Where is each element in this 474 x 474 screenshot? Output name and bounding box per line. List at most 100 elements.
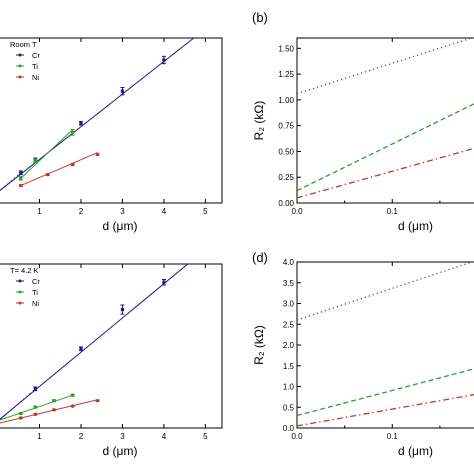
x-tick-label: 0.0 [291, 207, 303, 216]
legend-label-cr: Cr [32, 51, 40, 60]
data-point-cr [162, 280, 166, 284]
data-point-ni [19, 183, 23, 188]
x-tick-label: 5 [203, 432, 208, 441]
series-line-ni [297, 147, 474, 199]
data-point-cr [204, 31, 207, 34]
data-point-ni [70, 162, 75, 167]
legend-label-ti: Ti [32, 62, 38, 71]
series-line-ti [297, 368, 474, 417]
data-point-ni [95, 398, 100, 403]
x-axis-label: d (μm) [398, 444, 433, 458]
fit-line-ni [20, 152, 98, 187]
panel-label-d: (d) [252, 250, 268, 265]
series-line-cr [297, 38, 474, 95]
y-tick-label: 4.0 [283, 258, 295, 267]
data-point-ni [52, 408, 56, 412]
x-tick-label: 3 [120, 207, 125, 216]
fit-line-ni [0, 399, 98, 424]
fit-line-cr [0, 38, 195, 192]
y-tick-label: 0.50 [278, 147, 294, 156]
y-tick-label: 2.0 [283, 341, 295, 350]
data-point-cr [162, 58, 166, 62]
legend-label-ti: Ti [32, 288, 38, 297]
fit-line-ti [20, 129, 74, 179]
series-line-ti [297, 103, 474, 192]
legend-label-cr: Cr [32, 277, 40, 286]
y-tick-label: 1.00 [278, 96, 294, 105]
y-tick-label: 3.0 [283, 300, 295, 309]
legend-swatch-marker [18, 53, 22, 57]
x-tick-label: 0.1 [387, 432, 399, 441]
x-tick-label: 4 [162, 432, 167, 441]
data-point-ti [52, 398, 56, 403]
y-axis-label: R₂ (kΩ) [252, 101, 266, 141]
y-tick-label: 0.5 [283, 403, 295, 412]
data-point-ti [33, 405, 38, 409]
legend-label-ni: Ni [32, 73, 39, 82]
panel-label-b: (b) [252, 10, 268, 25]
data-point-ti [70, 130, 75, 135]
legend-label-ni: Ni [32, 299, 39, 308]
legend-title: Room T [10, 40, 37, 49]
fit-line-cr [0, 264, 189, 420]
data-point-cr [204, 253, 207, 256]
x-tick-label: 0.0 [291, 432, 303, 441]
panel-b: 0.0 0.1 0.00 0.25 0.50 0.75 1.00 1.25 1.50 d (μm)… [252, 37, 474, 233]
plot-frame [296, 37, 474, 204]
y-tick-label: 1.50 [278, 44, 294, 53]
x-axis-label: d (μm) [398, 219, 433, 233]
y-tick-label: 2.5 [283, 320, 295, 329]
x-tick-label: 4 [162, 207, 167, 216]
x-tick-label: 2 [79, 207, 84, 216]
panel-d: 0.0 0.1 0.0 0.5 1.0 1.5 2.0 2.5 3.0 3.5 4.0 d (μm) R… [252, 258, 474, 458]
data-point-ni [33, 412, 38, 417]
plot-area [0, 31, 208, 192]
y-tick-label: 0.00 [278, 199, 294, 208]
x-tick-label: 0.1 [387, 207, 399, 216]
legend-swatch-marker [18, 75, 22, 79]
x-tick-label: 1 [37, 432, 42, 441]
data-point-cr [120, 307, 125, 312]
data-point-ti [33, 159, 38, 163]
data-point-ni [19, 416, 23, 420]
data-point-ti [19, 411, 23, 416]
data-point-ni [70, 404, 75, 408]
y-tick-label: 0.25 [278, 173, 294, 182]
legend-swatch-marker [18, 290, 22, 294]
x-axis-label: d (μm) [103, 444, 138, 458]
data-point-ni [95, 152, 100, 157]
data-point-cr [79, 121, 83, 125]
legend-title: T= 4.2 K [10, 266, 39, 275]
y-tick-label: 1.25 [278, 70, 294, 79]
plot-frame [0, 263, 223, 429]
data-point-ti [70, 393, 75, 397]
data-point-cr [19, 171, 23, 175]
data-point-ni [46, 172, 50, 177]
panel-c: 1 2 3 4 5 d (μm) T= 4.2 K Cr Ti Ni [0, 253, 223, 458]
y-tick-label: 3.5 [283, 279, 295, 288]
plot-frame [296, 261, 474, 429]
y-tick-label: 1.0 [283, 383, 295, 392]
series-line-ni [297, 394, 474, 427]
x-tick-label: 5 [203, 207, 208, 216]
y-tick-label: 0.75 [278, 122, 294, 131]
legend-swatch-marker [18, 64, 22, 68]
data-point-ti [19, 176, 23, 180]
data-point-cr [33, 387, 37, 391]
y-tick-label: 0.0 [283, 424, 295, 433]
y-tick-label: 1.5 [283, 362, 295, 371]
plot-area [0, 253, 207, 424]
x-axis-label: d (μm) [103, 219, 138, 233]
y-axis-label: R₂ (kΩ) [252, 325, 266, 365]
plot-frame [0, 37, 223, 204]
plot-area [297, 262, 474, 427]
series-line-cr [297, 262, 474, 321]
x-tick-label: 3 [120, 432, 125, 441]
data-point-cr [79, 347, 83, 351]
x-tick-label: 2 [79, 432, 84, 441]
legend-swatch-marker [18, 301, 22, 305]
data-point-cr [120, 89, 125, 93]
panel-a: 1 2 3 4 5 d (μm) Room T Cr Ti Ni [0, 31, 223, 233]
legend-swatch-marker [18, 279, 22, 283]
